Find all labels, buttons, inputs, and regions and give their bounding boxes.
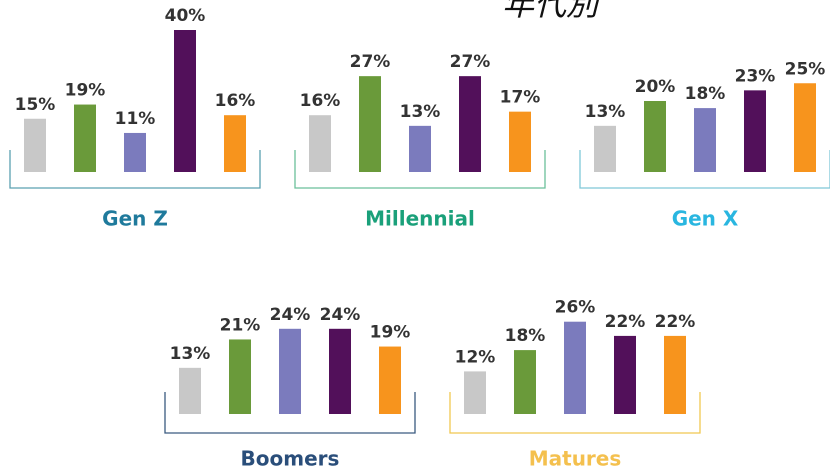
value-label: 21% [220, 315, 261, 335]
bar [279, 328, 301, 414]
value-label: 11% [115, 109, 156, 129]
value-label: 19% [370, 323, 411, 343]
value-label: 17% [500, 88, 541, 108]
value-label: 40% [165, 6, 206, 26]
value-label: 12% [455, 347, 496, 367]
value-label: 27% [450, 52, 491, 72]
bar [309, 115, 331, 172]
value-label: 22% [605, 312, 646, 332]
value-label: 18% [505, 326, 546, 346]
value-label: 23% [735, 66, 776, 86]
value-label: 16% [300, 91, 341, 111]
bar [794, 83, 816, 172]
value-label: 22% [655, 312, 696, 332]
bracket [579, 150, 830, 189]
bar [409, 125, 431, 172]
bar [379, 346, 401, 414]
value-label: 25% [785, 59, 826, 79]
bracket [9, 150, 261, 189]
value-label: 15% [15, 95, 56, 115]
bracket [294, 150, 546, 189]
value-label: 13% [585, 102, 626, 122]
bar [224, 115, 246, 172]
bar [74, 104, 96, 172]
bar [644, 101, 666, 172]
bracket [164, 392, 416, 434]
bar [174, 30, 196, 172]
bar [229, 339, 251, 414]
value-label: 20% [635, 77, 676, 97]
bar [564, 321, 586, 414]
group-title: Boomers [241, 447, 340, 471]
bracket [449, 392, 701, 434]
bar [614, 335, 636, 414]
bar [464, 371, 486, 414]
value-label: 19% [65, 81, 106, 101]
bar [179, 367, 201, 414]
group-title: Millennial [365, 207, 475, 231]
bar [124, 132, 146, 172]
value-label: 13% [170, 344, 211, 364]
page-title: 年代別 [502, 0, 602, 23]
value-label: 26% [555, 298, 596, 318]
bar [359, 76, 381, 172]
bar [664, 335, 686, 414]
group-title: Gen X [672, 207, 739, 231]
group-title: Gen Z [102, 207, 168, 231]
bar [694, 108, 716, 172]
value-label: 16% [215, 91, 256, 111]
bar [594, 125, 616, 172]
value-label: 27% [350, 52, 391, 72]
bar [509, 111, 531, 172]
value-label: 13% [400, 102, 441, 122]
value-label: 24% [270, 305, 311, 325]
bar [24, 118, 46, 172]
bar [329, 328, 351, 414]
bar [459, 76, 481, 172]
bar [744, 90, 766, 172]
value-label: 24% [320, 305, 361, 325]
group-title: Matures [529, 447, 622, 471]
value-label: 18% [685, 84, 726, 104]
bar [514, 350, 536, 414]
